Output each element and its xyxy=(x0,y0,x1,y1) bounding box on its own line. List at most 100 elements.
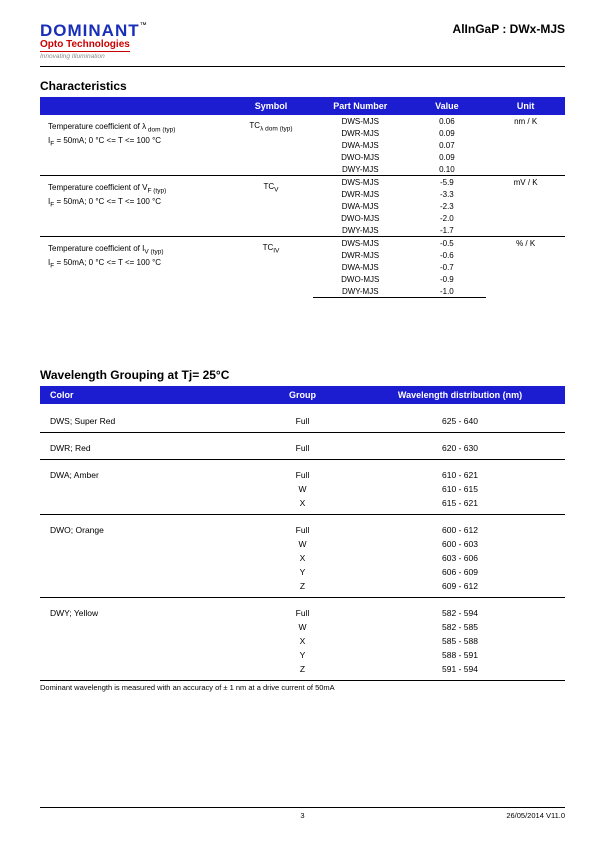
col-group: Group xyxy=(250,386,355,404)
wl-header-row: Color Group Wavelength distribution (nm) xyxy=(40,386,565,404)
table-row: DWR; RedFull620 - 630 xyxy=(40,433,565,460)
char-header-row: Symbol Part Number Value Unit xyxy=(40,97,565,115)
pn-cell: DWO-MJS xyxy=(313,151,408,163)
pn-cell: DWR-MJS xyxy=(313,188,408,200)
group-cell: W xyxy=(250,620,355,634)
color-cell xyxy=(40,551,250,565)
color-cell xyxy=(40,634,250,648)
wavelength-footnote: Dominant wavelength is measured with an … xyxy=(40,681,565,696)
param-cell: Temperature coefficient of IV (typ)IF = … xyxy=(40,237,229,298)
logo-block: DOMINANT™ Opto Technologies Innovating I… xyxy=(40,22,147,60)
table-row: DWS; Super RedFull625 - 640 xyxy=(40,414,565,433)
col-param xyxy=(40,97,229,115)
pn-cell: DWY-MJS xyxy=(313,224,408,237)
wavelength-table: Color Group Wavelength distribution (nm)… xyxy=(40,386,565,681)
table-row: Z591 - 594 xyxy=(40,662,565,681)
dist-cell: 610 - 621 xyxy=(355,460,565,483)
spacer-row xyxy=(40,404,565,414)
color-cell xyxy=(40,579,250,598)
table-row: W582 - 585 xyxy=(40,620,565,634)
page-header: DOMINANT™ Opto Technologies Innovating I… xyxy=(40,22,565,60)
brand-name: DOMINANT xyxy=(40,21,140,40)
dist-cell: 610 - 615 xyxy=(355,482,565,496)
pn-cell: DWO-MJS xyxy=(313,212,408,224)
val-cell: -0.6 xyxy=(408,249,487,261)
val-cell: -0.5 xyxy=(408,237,487,250)
pn-cell: DWR-MJS xyxy=(313,127,408,139)
group-cell: Full xyxy=(250,414,355,433)
header-divider xyxy=(40,66,565,67)
table-row: DWY; YellowFull582 - 594 xyxy=(40,598,565,621)
param-cell: Temperature coefficient of VF (typ)IF = … xyxy=(40,176,229,237)
val-cell: -2.3 xyxy=(408,200,487,212)
unit-cell: % / K xyxy=(486,237,565,298)
color-cell xyxy=(40,662,250,681)
dist-cell: 582 - 594 xyxy=(355,598,565,621)
color-cell xyxy=(40,648,250,662)
col-color: Color xyxy=(40,386,250,404)
param-cell: Temperature coefficient of λ dom (typ)IF… xyxy=(40,115,229,176)
table-row: Z609 - 612 xyxy=(40,579,565,598)
dist-cell: 585 - 588 xyxy=(355,634,565,648)
pn-cell: DWR-MJS xyxy=(313,249,408,261)
color-cell: DWO; Orange xyxy=(40,515,250,538)
val-cell: -1.0 xyxy=(408,285,487,298)
group-cell: Z xyxy=(250,579,355,598)
wavelength-title: Wavelength Grouping at Tj= 25°C xyxy=(40,368,565,382)
brand-tagline: Innovating Illumination xyxy=(40,53,147,60)
pn-cell: DWS-MJS xyxy=(313,115,408,127)
val-cell: -3.3 xyxy=(408,188,487,200)
dist-cell: 606 - 609 xyxy=(355,565,565,579)
val-cell: 0.06 xyxy=(408,115,487,127)
footer-page: 3 xyxy=(40,811,565,820)
table-row: Temperature coefficient of λ dom (typ)IF… xyxy=(40,115,565,127)
color-cell xyxy=(40,620,250,634)
dist-cell: 625 - 640 xyxy=(355,414,565,433)
group-cell: W xyxy=(250,537,355,551)
group-cell: X xyxy=(250,551,355,565)
group-cell: X xyxy=(250,496,355,515)
dist-cell: 609 - 612 xyxy=(355,579,565,598)
group-cell: Full xyxy=(250,433,355,460)
dist-cell: 588 - 591 xyxy=(355,648,565,662)
color-cell: DWS; Super Red xyxy=(40,414,250,433)
color-cell: DWY; Yellow xyxy=(40,598,250,621)
dist-cell: 600 - 603 xyxy=(355,537,565,551)
page-footer: 3 26/05/2014 V11.0 xyxy=(40,807,565,820)
characteristics-title: Characteristics xyxy=(40,79,565,93)
table-row: X603 - 606 xyxy=(40,551,565,565)
group-cell: Y xyxy=(250,565,355,579)
val-cell: 0.09 xyxy=(408,127,487,139)
table-row: W610 - 615 xyxy=(40,482,565,496)
table-row: DWA; AmberFull610 - 621 xyxy=(40,460,565,483)
table-row: X585 - 588 xyxy=(40,634,565,648)
pn-cell: DWY-MJS xyxy=(313,285,408,298)
unit-cell: nm / K xyxy=(486,115,565,176)
table-row: Temperature coefficient of VF (typ)IF = … xyxy=(40,176,565,189)
dist-cell: 620 - 630 xyxy=(355,433,565,460)
pn-cell: DWS-MJS xyxy=(313,176,408,189)
table-row: W600 - 603 xyxy=(40,537,565,551)
val-cell: -5.9 xyxy=(408,176,487,189)
val-cell: 0.10 xyxy=(408,163,487,176)
group-cell: Z xyxy=(250,662,355,681)
col-dist: Wavelength distribution (nm) xyxy=(355,386,565,404)
doc-title: AlInGaP : DWx-MJS xyxy=(453,22,565,36)
group-cell: Full xyxy=(250,460,355,483)
group-cell: Full xyxy=(250,515,355,538)
group-cell: W xyxy=(250,482,355,496)
color-cell xyxy=(40,565,250,579)
col-symbol: Symbol xyxy=(229,97,313,115)
color-cell: DWR; Red xyxy=(40,433,250,460)
pn-cell: DWA-MJS xyxy=(313,261,408,273)
col-value: Value xyxy=(408,97,487,115)
symbol-cell: TCIV xyxy=(229,237,313,298)
table-row: Y606 - 609 xyxy=(40,565,565,579)
val-cell: 0.09 xyxy=(408,151,487,163)
dist-cell: 591 - 594 xyxy=(355,662,565,681)
val-cell: -1.7 xyxy=(408,224,487,237)
characteristics-table: Symbol Part Number Value Unit Temperatur… xyxy=(40,97,565,298)
color-cell xyxy=(40,482,250,496)
table-row: Temperature coefficient of IV (typ)IF = … xyxy=(40,237,565,250)
pn-cell: DWS-MJS xyxy=(313,237,408,250)
